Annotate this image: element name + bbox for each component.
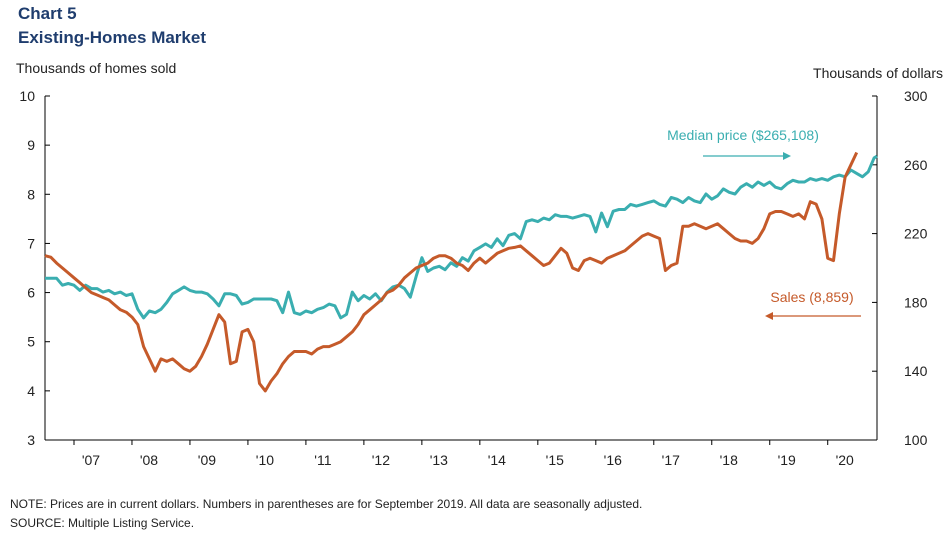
- chart-note: NOTE: Prices are in current dollars. Num…: [10, 497, 643, 511]
- chart-source: SOURCE: Multiple Listing Service.: [10, 516, 195, 530]
- x-tick-label: '13: [430, 452, 448, 468]
- x-tick-label: '12: [372, 452, 390, 468]
- right-tick-label: 300: [904, 88, 928, 104]
- right-axis-title: Thousands of dollars: [813, 65, 943, 81]
- x-tick-label: '15: [546, 452, 564, 468]
- chart-title: Existing-Homes Market: [18, 28, 206, 47]
- left-tick-label: 4: [27, 383, 35, 399]
- left-tick-label: 6: [27, 285, 35, 301]
- left-tick-label: 3: [27, 432, 35, 448]
- x-tick-label: '08: [140, 452, 158, 468]
- sales-arrowhead: [765, 312, 773, 320]
- left-tick-label: 5: [27, 334, 35, 350]
- sales-line: [44, 151, 859, 393]
- x-tick-label: '11: [314, 452, 331, 468]
- right-tick-label: 260: [904, 157, 928, 173]
- x-tick-label: '14: [488, 452, 506, 468]
- x-tick-label: '16: [604, 452, 622, 468]
- x-tick-label: '10: [256, 452, 274, 468]
- right-tick-label: 140: [904, 363, 928, 379]
- left-tick-label: 7: [27, 235, 35, 251]
- x-tick-label: '20: [836, 452, 854, 468]
- left-tick-label: 9: [27, 137, 35, 153]
- x-tick-label: '19: [778, 452, 796, 468]
- chart-title-block: Chart 5 Existing-Homes Market: [18, 2, 206, 50]
- left-axis-title: Thousands of homes sold: [16, 60, 177, 76]
- x-tick-label: '18: [720, 452, 738, 468]
- right-tick-label: 220: [904, 226, 928, 242]
- right-tick-label: 100: [904, 432, 928, 448]
- left-tick-label: 8: [27, 186, 35, 202]
- x-tick-label: '09: [198, 452, 216, 468]
- median-price-label: Median price ($265,108): [667, 127, 819, 143]
- median-price-arrowhead: [783, 152, 791, 160]
- chart-number: Chart 5: [18, 4, 77, 23]
- median-price-line: [45, 154, 878, 320]
- x-tick-label: '07: [82, 452, 100, 468]
- right-tick-label: 180: [904, 294, 928, 310]
- left-tick-label: 10: [19, 88, 35, 104]
- x-tick-label: '17: [662, 452, 680, 468]
- sales-label: Sales (8,859): [770, 289, 853, 305]
